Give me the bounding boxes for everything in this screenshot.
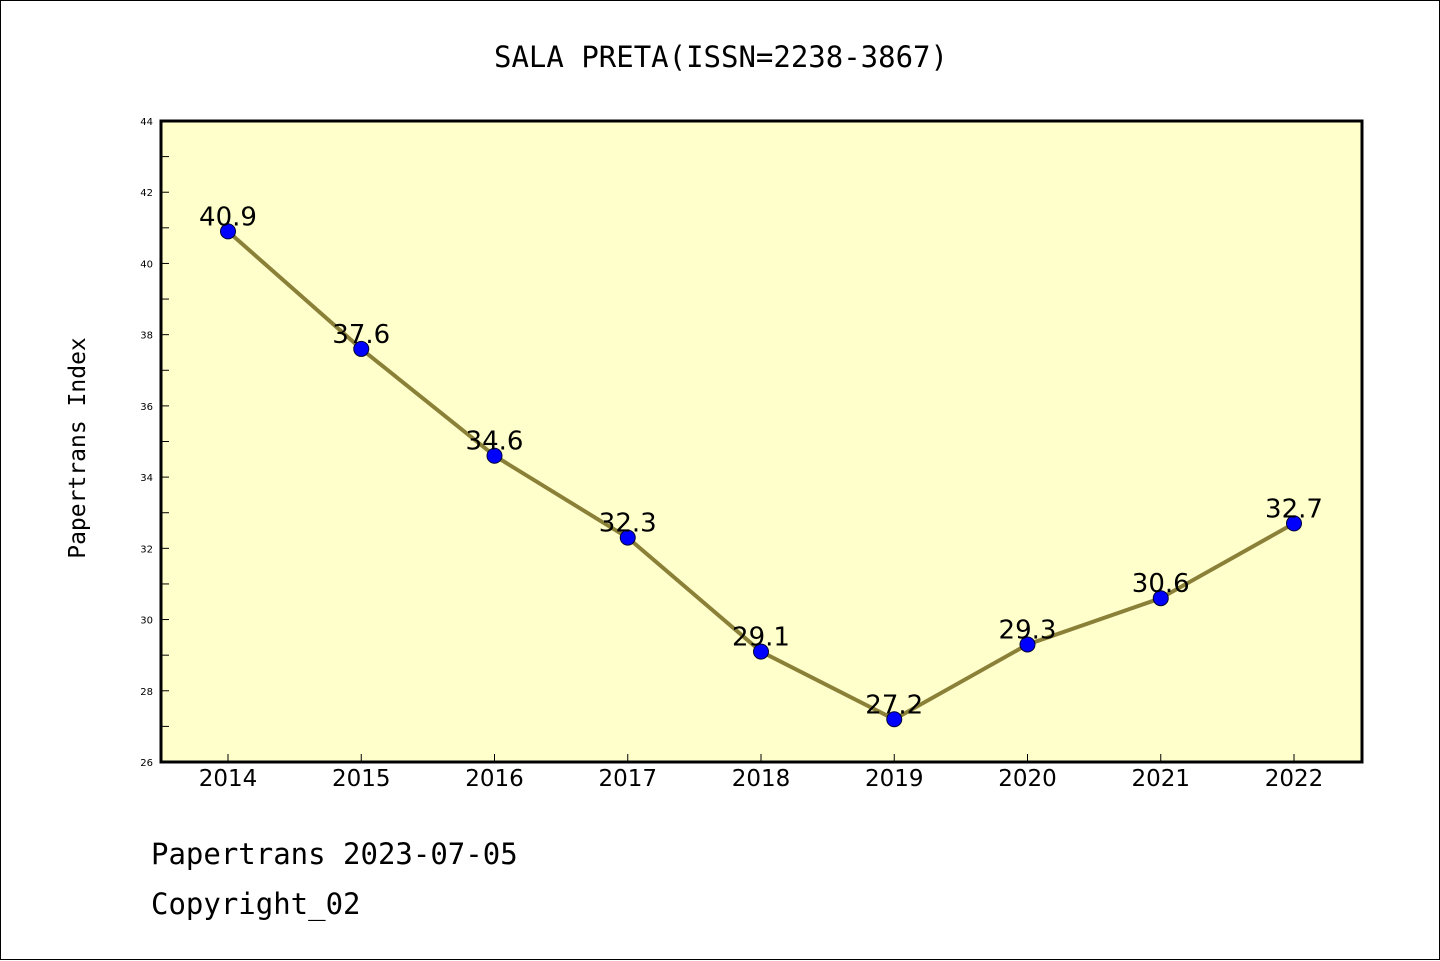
x-tick-label: 2018 [732, 766, 791, 792]
footer-date: Papertrans 2023-07-05 [151, 837, 518, 871]
data-point [886, 711, 903, 728]
data-label: 32.7 [1265, 494, 1323, 524]
x-tick-label: 2014 [199, 766, 258, 792]
x-tick-label: 2019 [865, 766, 924, 792]
data-point [1286, 515, 1302, 532]
y-tick-label: 44 [140, 117, 153, 128]
data-label: 29.1 [732, 623, 790, 653]
x-tick-label: 2016 [465, 766, 524, 792]
footer-copyright: Copyright_02 [151, 887, 361, 921]
y-tick-label: 28 [140, 687, 153, 698]
y-axis-label: Papertrans Index [65, 337, 91, 559]
series: 40.9 37.6 34.6 32.3 29.1 27.2 29.3 30.6 32.7 [199, 202, 1323, 728]
y-axis: 26 28 30 32 34 36 38 40 42 44 [140, 117, 169, 769]
y-tick-label: 34 [140, 473, 153, 484]
data-point [220, 223, 236, 240]
data-label: 29.3 [999, 615, 1057, 645]
data-point [353, 340, 370, 357]
chart-title: SALA PRETA(ISSN=2238-3867) [494, 40, 948, 74]
x-tick-label: 2022 [1265, 766, 1324, 792]
y-tick-label: 30 [140, 616, 153, 627]
y-tick-label: 32 [140, 544, 153, 555]
data-label: 30.6 [1132, 569, 1190, 599]
data-label: 34.6 [466, 427, 524, 457]
y-tick-label: 26 [140, 758, 153, 769]
x-tick-label: 2017 [598, 766, 657, 792]
data-point [486, 447, 503, 464]
y-tick-label: 36 [140, 402, 153, 413]
y-tick-label: 38 [140, 331, 153, 342]
data-label: 37.6 [332, 320, 390, 350]
x-tick-label: 2015 [332, 766, 391, 792]
data-point [1152, 590, 1169, 607]
x-tick-label: 2021 [1131, 766, 1190, 792]
data-point [753, 643, 769, 660]
data-label: 32.3 [599, 509, 657, 539]
data-point [1019, 636, 1036, 653]
y-tick-label: 42 [140, 188, 153, 199]
data-label: 40.9 [199, 202, 257, 232]
data-point [619, 529, 636, 546]
y-tick-label: 40 [140, 259, 153, 270]
x-axis: 2014 2015 2016 2017 2018 2019 2020 2021 2022 [199, 754, 1324, 792]
plot-area [159, 119, 1364, 764]
x-tick-label: 2020 [998, 766, 1057, 792]
data-label: 27.2 [865, 690, 923, 720]
